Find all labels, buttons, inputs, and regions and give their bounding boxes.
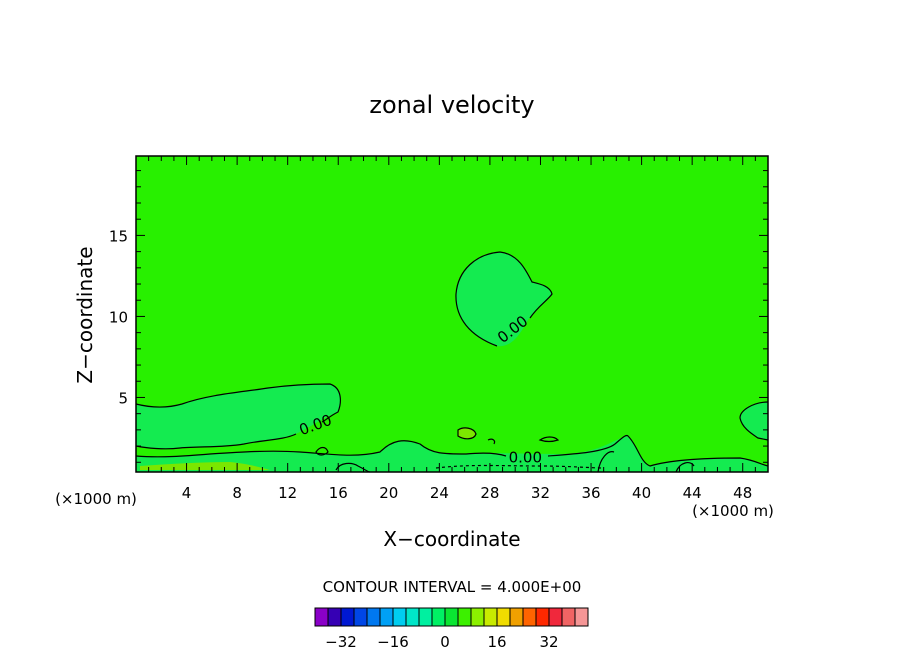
colorbar-swatch (444, 607, 459, 627)
colorbar-swatch (340, 607, 355, 627)
x-tick-label: 44 (683, 484, 702, 502)
x-tick-label: 28 (480, 484, 499, 502)
colorbar-swatch (353, 607, 368, 627)
contour-line-small-cell (457, 427, 477, 440)
colorbar-swatch (314, 607, 329, 627)
colorbar-swatch (548, 607, 563, 627)
contour-region-small-cell (458, 427, 476, 439)
y-axis-label: Z−coordinate (73, 246, 97, 383)
colorbar-swatch (379, 607, 394, 627)
colorbar-swatch (561, 607, 576, 627)
contour-line-bottom-band (135, 434, 769, 467)
x-tick-label: 32 (531, 484, 550, 502)
colorbar-tick-labels: −32 −16 0 16 32 (325, 633, 558, 651)
colorbar-tick-label: 0 (440, 633, 450, 651)
colorbar-swatch (483, 607, 498, 627)
contour-line-lower-left (135, 383, 341, 450)
colorbar-swatch (366, 607, 381, 627)
y-tick-label: 5 (118, 389, 128, 407)
colorbar-swatch (392, 607, 407, 627)
contour-line-right-edge (739, 401, 769, 441)
x-tick-label: 16 (329, 484, 348, 502)
contour-label: 0.00 (509, 448, 542, 466)
colorbar-swatch (522, 607, 537, 627)
x-unit-right: (×1000 m) (692, 502, 774, 520)
plot-area: 0.000.000.00 (135, 155, 769, 473)
y-tick-label: 15 (109, 227, 128, 245)
y-tick-labels: 5 10 15 (109, 227, 128, 407)
colorbar-tick-label: 32 (539, 633, 558, 651)
x-ticks (148, 156, 756, 472)
colorbar-tick-label: −32 (325, 633, 357, 651)
colorbar-swatch (418, 607, 433, 627)
contour-line-upper-blob (455, 251, 553, 347)
y-tick-label: 10 (109, 308, 128, 326)
colorbar-swatch (470, 607, 485, 627)
colorbar-swatch (457, 607, 472, 627)
x-tick-label: 8 (232, 484, 242, 502)
x-axis-label: X−coordinate (383, 527, 520, 551)
contour-interval-text: CONTOUR INTERVAL = 4.000E+00 (323, 578, 582, 596)
contour-region-right-edge (740, 402, 768, 440)
colorbar-swatch (405, 607, 420, 627)
chart-title: zonal velocity (369, 91, 534, 119)
x-tick-label: 24 (430, 484, 449, 502)
contour-line-small-ripple (487, 438, 496, 445)
contour-region-lower-left (136, 384, 341, 449)
x-tick-label: 12 (278, 484, 297, 502)
x-tick-label: 48 (733, 484, 752, 502)
y-ticks (136, 170, 768, 463)
x-tick-label: 4 (182, 484, 192, 502)
colorbar-swatch (327, 607, 342, 627)
colorbar-swatch (535, 607, 550, 627)
colorbar-swatch (496, 607, 511, 627)
colorbar-swatch (574, 607, 589, 627)
contour-line-small-mid (315, 446, 329, 456)
x-unit-left: (×1000 m) (55, 490, 137, 508)
colorbar (314, 607, 589, 627)
x-tick-label: 20 (379, 484, 398, 502)
colorbar-swatch (431, 607, 446, 627)
contour-line-small-right (538, 436, 560, 443)
colorbar-swatch (509, 607, 524, 627)
colorbar-tick-label: 16 (487, 633, 506, 651)
x-tick-label: 36 (581, 484, 600, 502)
colorbar-tick-label: −16 (377, 633, 409, 651)
contour-lines (135, 251, 769, 473)
x-tick-labels: 4 8 12 16 20 24 28 32 36 40 44 48 (182, 484, 752, 502)
x-tick-label: 40 (632, 484, 651, 502)
contour-line-bottom-dashed (435, 464, 605, 469)
